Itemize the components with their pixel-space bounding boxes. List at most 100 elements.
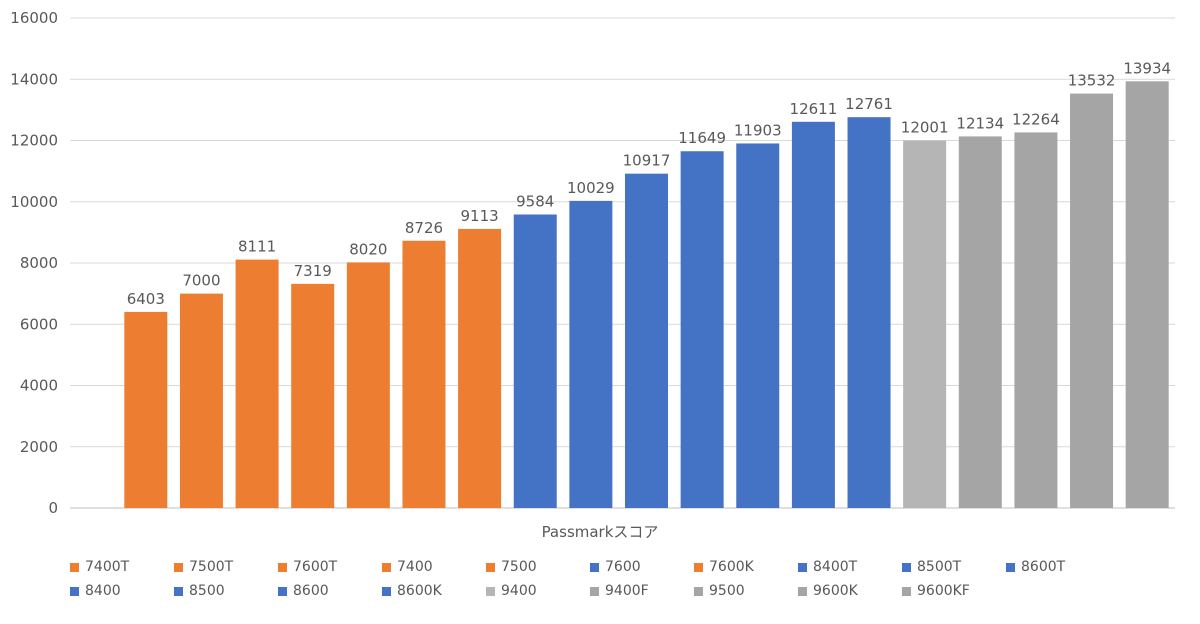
legend-item: 8500T: [902, 558, 1006, 576]
bar-7600K: [458, 229, 501, 508]
legend-label: 8400: [85, 583, 121, 599]
legend-label: 7400T: [85, 559, 129, 575]
chart: 0 2000 4000 6000 8000 10000 12000 14000 16000 64…: [0, 0, 1200, 624]
legend-swatch: [174, 563, 183, 572]
legend-label: 9600K: [813, 583, 858, 599]
legend-swatch: [798, 563, 807, 572]
y-tick-label: 8000: [20, 254, 58, 272]
legend-swatch: [1006, 563, 1015, 572]
data-label-7500: 8020: [349, 240, 387, 258]
legend-label: 8600: [293, 583, 329, 599]
data-label-9400F: 12134: [956, 114, 1004, 132]
legend-item: 9400: [486, 582, 590, 600]
legend-swatch: [382, 587, 391, 596]
legend-item: 7400: [382, 558, 486, 576]
legend-label: 8400T: [813, 559, 857, 575]
bar-7600T: [236, 260, 279, 508]
data-label-8500T: 10029: [567, 179, 615, 197]
legend-label: 9600KF: [917, 583, 970, 599]
legend-label: 8500T: [917, 559, 961, 575]
legend-item: 8600K: [382, 582, 486, 600]
bar-8400: [681, 151, 724, 508]
legend-swatch: [694, 563, 703, 572]
y-tick-label: 14000: [10, 70, 58, 88]
bar-8600K: [848, 117, 891, 508]
legend-label: 8600T: [1021, 559, 1065, 575]
legend-label: 8600K: [397, 583, 442, 599]
data-label-7500T: 7000: [182, 272, 220, 290]
data-label-7600K: 9113: [461, 207, 499, 225]
legend-swatch: [590, 587, 599, 596]
legend-label: 7400: [397, 559, 433, 575]
data-label-8400: 11649: [678, 129, 726, 147]
legend-swatch: [694, 587, 703, 596]
data-label-7400: 7319: [294, 262, 332, 280]
legend-swatch: [902, 563, 911, 572]
legend-label: 7600: [605, 559, 641, 575]
legend-item: 9600KF: [902, 582, 1006, 600]
y-axis-ticks: 0 2000 4000 6000 8000 10000 12000 14000 16000: [10, 9, 58, 517]
legend-item: 8600T: [1006, 558, 1110, 576]
bar-8600: [792, 122, 835, 508]
legend-label: 7500T: [189, 559, 233, 575]
legend-label: 7500: [501, 559, 537, 575]
legend-item: 9500: [694, 582, 798, 600]
bar-9600K: [1070, 94, 1113, 508]
legend-swatch: [486, 587, 495, 596]
legend-item: 8400: [70, 582, 174, 600]
data-label-8600K: 12761: [845, 95, 893, 113]
bar-7500T: [180, 294, 223, 508]
legend-item: 7600: [590, 558, 694, 576]
legend-label: 8500: [189, 583, 225, 599]
legend-swatch: [70, 563, 79, 572]
legend-label: 9400F: [605, 583, 649, 599]
legend-item: 8500: [174, 582, 278, 600]
y-tick-label: 2000: [20, 438, 58, 456]
legend-label: 9500: [709, 583, 745, 599]
data-label-8400T: 9584: [516, 192, 554, 210]
bar-9400: [903, 140, 946, 508]
data-label-8600T: 10917: [623, 152, 671, 170]
bar-chart-svg: 0200040006000800010000120001400016000 64…: [0, 0, 1200, 624]
legend-swatch: [798, 587, 807, 596]
x-axis-title: Passmarkスコア: [542, 523, 659, 541]
bars: [124, 81, 1168, 508]
bar-8400T: [514, 214, 557, 508]
bar-9400F: [959, 136, 1002, 508]
legend-swatch: [278, 587, 287, 596]
bar-8500: [736, 143, 779, 508]
y-tick-label: 16000: [10, 9, 58, 27]
bar-7600: [402, 241, 445, 508]
bar-7400: [291, 284, 334, 508]
legend-label: 7600K: [709, 559, 754, 575]
bar-7400T: [124, 312, 167, 508]
y-tick-label: 12000: [10, 132, 58, 150]
bar-8500T: [569, 201, 612, 508]
legend-item: 7500T: [174, 558, 278, 576]
bar-9600KF: [1126, 81, 1169, 508]
bar-7500: [347, 262, 390, 508]
data-label-8500: 11903: [734, 121, 782, 139]
y-tick-label: 10000: [10, 193, 58, 211]
y-tick-label: 0: [48, 499, 58, 517]
bar-9500: [1014, 132, 1057, 508]
y-tick-label: 4000: [20, 377, 58, 395]
legend-swatch: [382, 563, 391, 572]
legend-swatch: [902, 587, 911, 596]
data-label-7600T: 8111: [238, 238, 276, 256]
legend-item: 9400F: [590, 582, 694, 600]
data-label-7600: 8726: [405, 219, 443, 237]
y-tick-label: 6000: [20, 315, 58, 333]
legend-item: 7600K: [694, 558, 798, 576]
data-label-9600K: 13532: [1068, 72, 1116, 90]
legend-item: 7500: [486, 558, 590, 576]
legend-item: 8400T: [798, 558, 902, 576]
legend-item: 7600T: [278, 558, 382, 576]
legend-swatch: [70, 587, 79, 596]
legend-item: 8600: [278, 582, 382, 600]
legend-swatch: [486, 563, 495, 572]
legend-item: 7400T: [70, 558, 174, 576]
data-label-9400: 12001: [901, 118, 949, 136]
legend: 7400T 7500T 7600T 7400 7500 7600 7600K 8400T 850…: [70, 558, 1170, 600]
bar-8600T: [625, 174, 668, 508]
